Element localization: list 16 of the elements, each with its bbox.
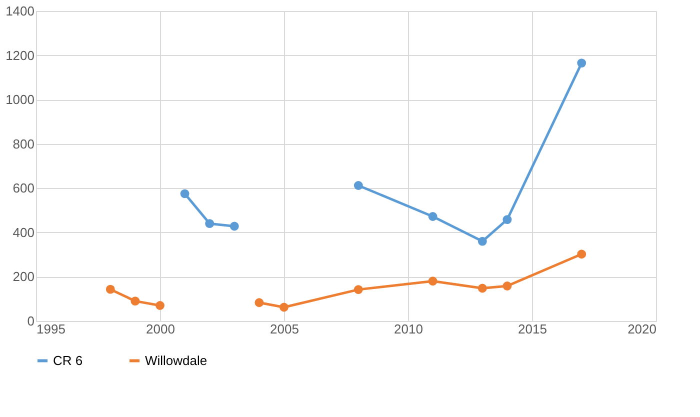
x-tick-label: 2020 (628, 322, 656, 336)
y-tick-label: 1000 (6, 92, 34, 108)
y-tick-label: 200 (12, 269, 34, 284)
x-tick-label: 2010 (394, 322, 423, 336)
x-tick-label: 2000 (146, 322, 175, 336)
x-tick-label: 2005 (270, 322, 299, 336)
legend-label: CR 6 (53, 352, 83, 368)
y-tick-label: 1400 (6, 4, 34, 18)
y-tick-label: 1200 (6, 48, 34, 63)
y-tick-label: 800 (12, 136, 34, 152)
x-tick-label: 2015 (518, 322, 547, 336)
legend-label: Willowdale (145, 352, 208, 368)
y-tick-label: 600 (12, 180, 34, 196)
y-tick-label: 0 (27, 314, 34, 328)
x-tick-label: 1995 (36, 322, 66, 336)
y-tick-label: 400 (12, 224, 34, 240)
